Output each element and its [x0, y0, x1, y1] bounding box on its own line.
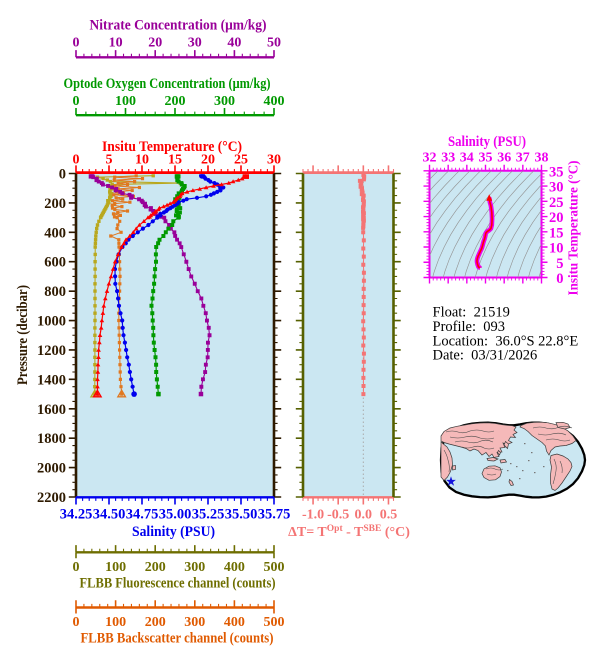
- svg-text:30: 30: [549, 180, 564, 196]
- svg-text:37: 37: [516, 151, 530, 166]
- svg-text:0: 0: [73, 94, 80, 109]
- svg-text:400: 400: [224, 615, 245, 630]
- svg-text:Float: 21519: Float: 21519: [433, 305, 510, 321]
- svg-text:500: 500: [264, 615, 285, 630]
- svg-text:36: 36: [497, 151, 511, 166]
- svg-text:-0.5: -0.5: [327, 508, 349, 523]
- svg-text:1200: 1200: [37, 343, 66, 359]
- svg-text:35: 35: [479, 151, 493, 166]
- svg-text:0.0: 0.0: [355, 508, 373, 523]
- svg-text:10: 10: [135, 153, 149, 168]
- svg-text:100: 100: [115, 94, 136, 109]
- svg-text:0: 0: [59, 167, 66, 183]
- svg-text:0.5: 0.5: [380, 508, 398, 523]
- svg-text:15: 15: [549, 225, 564, 241]
- svg-text:20: 20: [201, 153, 215, 168]
- svg-text:35: 35: [549, 164, 564, 180]
- svg-text:35.00: 35.00: [159, 507, 192, 523]
- svg-text:34: 34: [460, 151, 474, 166]
- svg-text:30: 30: [267, 153, 281, 168]
- svg-text:25: 25: [234, 153, 248, 168]
- svg-text:0: 0: [73, 615, 80, 630]
- svg-text:300: 300: [184, 615, 205, 630]
- svg-text:400: 400: [224, 560, 245, 575]
- svg-text:400: 400: [44, 225, 66, 241]
- svg-text:15: 15: [168, 153, 182, 168]
- svg-text:35.75: 35.75: [258, 507, 291, 523]
- svg-text:200: 200: [145, 615, 166, 630]
- svg-text:35.25: 35.25: [192, 507, 225, 523]
- svg-text:Location: 36.0°S 22.8°E: Location: 36.0°S 22.8°E: [433, 333, 579, 349]
- svg-text:Insitu Temperature (°C): Insitu Temperature (°C): [102, 139, 242, 155]
- svg-text:500: 500: [264, 560, 285, 575]
- svg-text:FLBB Fluorescence channel (cou: FLBB Fluorescence channel (counts): [80, 576, 276, 592]
- svg-text:5: 5: [106, 153, 113, 168]
- svg-text:20: 20: [549, 210, 564, 226]
- svg-text:Optode Oxygen Concentration (μ: Optode Oxygen Concentration (μm/kg): [64, 76, 271, 92]
- svg-text:2000: 2000: [37, 461, 66, 477]
- svg-text:10: 10: [549, 241, 564, 257]
- svg-text:10: 10: [109, 36, 123, 51]
- svg-text:300: 300: [214, 94, 235, 109]
- svg-text:32: 32: [423, 151, 437, 166]
- svg-text:800: 800: [44, 284, 66, 300]
- svg-text:34.25: 34.25: [60, 507, 93, 523]
- svg-text:1600: 1600: [37, 402, 66, 418]
- svg-text:Salinity (PSU): Salinity (PSU): [132, 524, 215, 540]
- svg-text:400: 400: [264, 94, 285, 109]
- svg-text:2200: 2200: [37, 490, 66, 506]
- svg-text:100: 100: [105, 560, 126, 575]
- svg-text:0: 0: [73, 560, 80, 575]
- svg-text:0: 0: [73, 153, 80, 168]
- svg-text:50: 50: [267, 36, 281, 51]
- svg-text:100: 100: [105, 615, 126, 630]
- svg-text:0: 0: [556, 271, 563, 287]
- svg-text:1400: 1400: [37, 372, 66, 388]
- svg-text:Date: 03/31/2026: Date: 03/31/2026: [433, 348, 538, 364]
- svg-text:Insitu Temperature (°C): Insitu Temperature (°C): [567, 160, 582, 295]
- svg-text:34.75: 34.75: [126, 507, 159, 523]
- svg-text:300: 300: [184, 560, 205, 575]
- svg-text:-1.0: -1.0: [302, 508, 324, 523]
- svg-text:34.50: 34.50: [93, 507, 126, 523]
- svg-text:0: 0: [73, 36, 80, 51]
- svg-text:30: 30: [188, 36, 202, 51]
- svg-text:FLBB Backscatter channel (coun: FLBB Backscatter channel (counts): [81, 631, 274, 647]
- svg-text:25: 25: [549, 195, 564, 211]
- svg-text:Salinity (PSU): Salinity (PSU): [448, 134, 526, 150]
- svg-text:1000: 1000: [37, 314, 66, 330]
- svg-text:1800: 1800: [37, 431, 66, 447]
- svg-text:5: 5: [556, 256, 563, 272]
- svg-text:200: 200: [165, 94, 186, 109]
- svg-text:40: 40: [227, 36, 241, 51]
- svg-text:ΔT= TOpt - TSBE (°C): ΔT= TOpt - TSBE (°C): [288, 524, 410, 540]
- svg-text:35.50: 35.50: [225, 507, 258, 523]
- svg-text:200: 200: [145, 560, 166, 575]
- svg-text:33: 33: [441, 151, 455, 166]
- svg-text:600: 600: [44, 255, 66, 271]
- svg-text:Profile: 093: Profile: 093: [433, 319, 506, 335]
- svg-text:200: 200: [44, 196, 66, 212]
- svg-text:Pressure (decibar): Pressure (decibar): [15, 285, 31, 385]
- svg-text:38: 38: [535, 151, 549, 166]
- svg-text:Nitrate Concentration (μm/kg): Nitrate Concentration (μm/kg): [90, 18, 267, 34]
- svg-text:20: 20: [148, 36, 162, 51]
